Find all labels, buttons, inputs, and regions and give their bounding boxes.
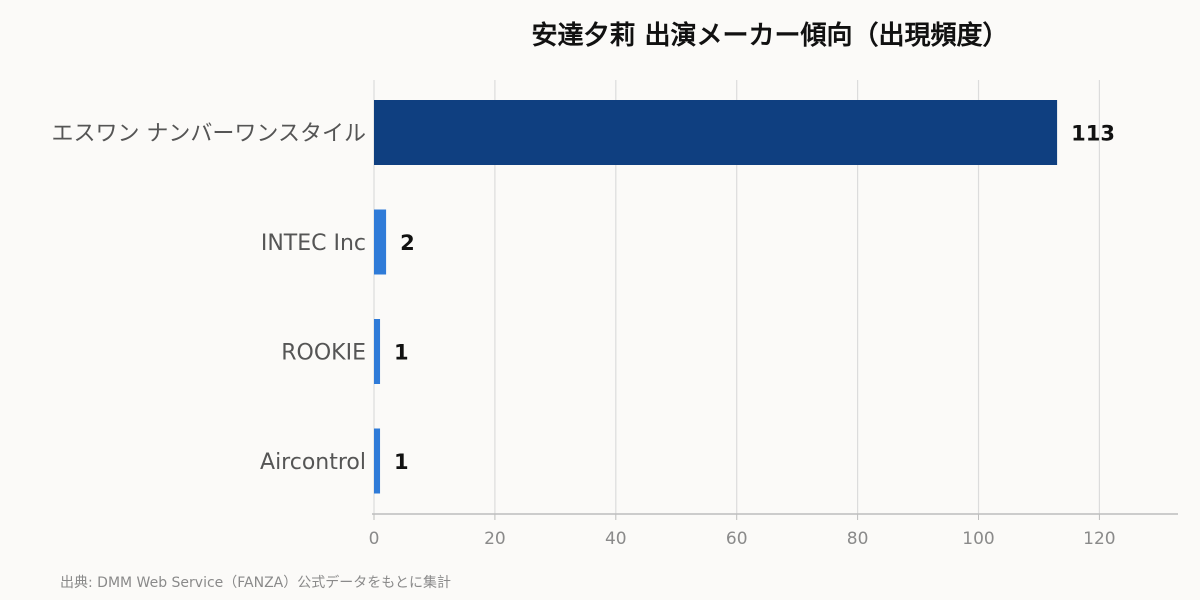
category-label: INTEC Inc bbox=[261, 231, 366, 256]
bars bbox=[374, 100, 1058, 494]
labels: エスワン ナンバーワンスタイル 113 INTEC Inc 2 ROOKIE 1 Airco… bbox=[51, 122, 1115, 476]
bar-3 bbox=[374, 428, 381, 494]
x-tick-label: 0 bbox=[369, 529, 380, 549]
category-label: ROOKIE bbox=[281, 341, 366, 366]
value-label: 2 bbox=[400, 231, 415, 255]
category-label: エスワン ナンバーワンスタイル bbox=[51, 122, 366, 147]
chart-title: 安達夕莉 出演メーカー傾向（出現頻度） bbox=[531, 20, 1008, 51]
value-label: 1 bbox=[394, 450, 409, 474]
x-tick-label: 100 bbox=[962, 529, 994, 549]
category-label: Aircontrol bbox=[260, 450, 366, 475]
x-tick-label: 80 bbox=[847, 529, 869, 549]
x-tick-label: 120 bbox=[1083, 529, 1115, 549]
x-axis: 0 20 40 60 80 100 120 bbox=[369, 513, 1178, 549]
bar-0 bbox=[374, 100, 1058, 165]
source-note: 出典: DMM Web Service（FANZA）公式データをもとに集計 bbox=[60, 574, 451, 591]
x-tick-label: 20 bbox=[484, 529, 506, 549]
x-tick-label: 60 bbox=[726, 529, 748, 549]
x-tick-label: 40 bbox=[605, 529, 627, 549]
value-label: 113 bbox=[1071, 122, 1115, 146]
value-label: 1 bbox=[394, 341, 409, 365]
bar-2 bbox=[374, 319, 381, 384]
bar-1 bbox=[374, 209, 387, 275]
